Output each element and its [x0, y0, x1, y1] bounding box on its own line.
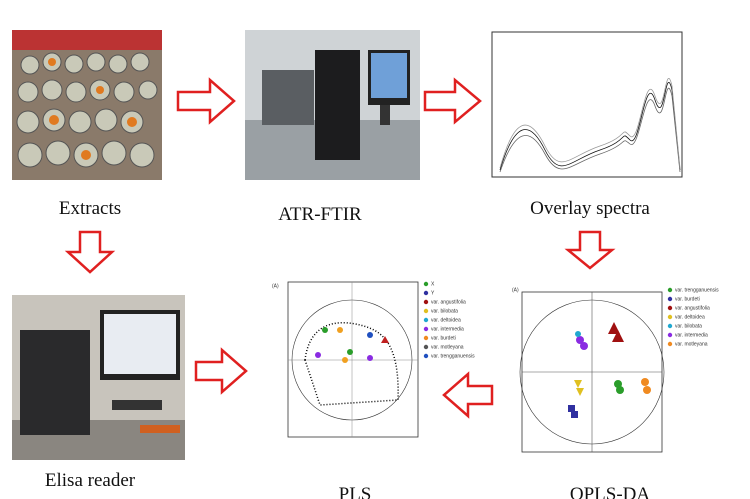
pls-plot	[287, 281, 419, 438]
legend-label: Y	[431, 290, 435, 296]
step-label: Elisa reader	[45, 470, 136, 491]
legend: var. trengganuensis var. burdeti var. angu…	[667, 287, 719, 347]
legend-label: var. burdeti	[675, 296, 700, 302]
legend-label: var. deltoidea	[675, 314, 705, 320]
legend-swatch	[423, 335, 429, 341]
arrow-right	[194, 347, 248, 395]
legend-swatch	[423, 344, 429, 350]
legend-swatch	[667, 323, 673, 329]
legend-label: var. deltoidea	[431, 317, 461, 323]
panel-label: (A)	[272, 283, 279, 289]
step-label: Overlay spectra	[530, 198, 650, 219]
legend-swatch	[423, 290, 429, 296]
legend-label: X	[431, 281, 435, 287]
legend-swatch	[423, 281, 429, 287]
arrow-down	[564, 230, 616, 270]
spectra-plot	[491, 31, 683, 178]
atr-ftir-photo	[245, 30, 420, 180]
legend-swatch	[423, 299, 429, 305]
legend-label: var. trengganuensis	[675, 287, 719, 293]
step-label: ATR-FTIR	[278, 204, 362, 225]
legend-swatch	[423, 326, 429, 332]
arrow-right	[423, 77, 482, 125]
arrow-down	[64, 230, 116, 274]
legend-label: var. motleyana	[431, 344, 464, 350]
arrow-left	[442, 371, 494, 419]
legend-label: var. trengganuensis	[431, 353, 475, 359]
step-label: PLS	[339, 484, 372, 499]
legend-swatch	[667, 296, 673, 302]
legend-label: var. bilobata	[431, 308, 458, 314]
legend-label: var. bilobata	[675, 323, 702, 329]
legend-swatch	[667, 332, 673, 338]
legend-swatch	[423, 317, 429, 323]
extracts-photo	[12, 30, 162, 180]
legend-swatch	[423, 308, 429, 314]
legend-swatch	[423, 353, 429, 359]
elisa-photo	[12, 295, 185, 460]
legend-swatch	[667, 287, 673, 293]
panel-label: (A)	[512, 287, 519, 293]
legend-label: var. burdeti	[431, 335, 456, 341]
legend-label: var. intermedia	[431, 326, 464, 332]
opls-da-plot	[519, 291, 665, 453]
step-label: OPLS-DA	[570, 484, 651, 499]
legend-swatch	[667, 341, 673, 347]
legend-label: var. intermedia	[675, 332, 708, 338]
step-label: Extracts	[59, 198, 121, 219]
legend-label: var. angustifolia	[675, 305, 710, 311]
legend-swatch	[667, 314, 673, 320]
legend-label: var. angustifolia	[431, 299, 466, 305]
legend-swatch	[667, 305, 673, 311]
legend-label: var. motleyana	[675, 341, 708, 347]
arrow-right	[176, 77, 236, 125]
